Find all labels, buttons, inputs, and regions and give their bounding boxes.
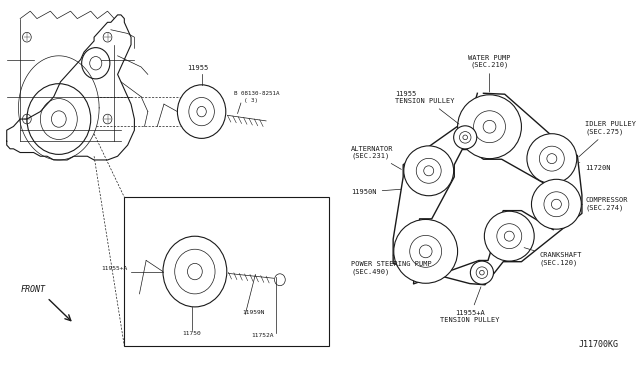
Circle shape [547,154,557,164]
Circle shape [527,134,577,183]
Circle shape [463,135,467,140]
Circle shape [474,111,506,143]
Circle shape [531,179,581,229]
Text: POWER STEERING PUMP
(SEC.490): POWER STEERING PUMP (SEC.490) [351,254,432,275]
Circle shape [394,219,458,283]
Text: ( 3): ( 3) [244,98,259,103]
Text: FRONT: FRONT [21,285,46,294]
Circle shape [470,261,493,284]
Circle shape [458,95,522,158]
Circle shape [484,211,534,261]
Circle shape [419,245,432,258]
Circle shape [479,270,484,275]
Circle shape [454,126,477,149]
Circle shape [163,236,227,307]
Circle shape [540,146,564,171]
Text: COMPRESSOR
(SEC.274): COMPRESSOR (SEC.274) [581,198,628,211]
Text: 11720N: 11720N [579,163,611,171]
Text: IDLER PULLEY
(SEC.275): IDLER PULLEY (SEC.275) [579,122,636,157]
Circle shape [497,224,522,248]
Circle shape [544,192,569,217]
Circle shape [552,199,561,209]
Text: 11750: 11750 [182,331,201,336]
Text: 11752A: 11752A [251,333,273,338]
Circle shape [410,235,442,267]
Circle shape [188,263,202,280]
Circle shape [175,249,215,294]
Text: 11950N: 11950N [351,189,401,195]
Circle shape [424,166,434,176]
Text: 11955+A
TENSION PULLEY: 11955+A TENSION PULLEY [440,287,499,323]
Text: 11959N: 11959N [242,310,264,315]
Text: 11955
TENSION PULLEY: 11955 TENSION PULLEY [396,92,459,124]
Circle shape [504,231,515,241]
Circle shape [476,267,488,278]
Text: 11955+A: 11955+A [101,266,128,271]
Circle shape [275,274,285,286]
Circle shape [404,146,454,196]
Text: B 08130-8251A: B 08130-8251A [234,91,280,96]
Text: J11700KG: J11700KG [579,340,619,349]
Bar [124,197,329,346]
Circle shape [483,120,496,133]
Circle shape [416,158,441,183]
Text: 11955: 11955 [188,65,209,71]
Text: WATER PUMP
(SEC.210): WATER PUMP (SEC.210) [468,55,511,92]
Circle shape [460,132,471,143]
Text: CRANKSHAFT
(SEC.120): CRANKSHAFT (SEC.120) [524,248,582,266]
Text: ALTERNATOR
(SEC.231): ALTERNATOR (SEC.231) [351,146,401,169]
